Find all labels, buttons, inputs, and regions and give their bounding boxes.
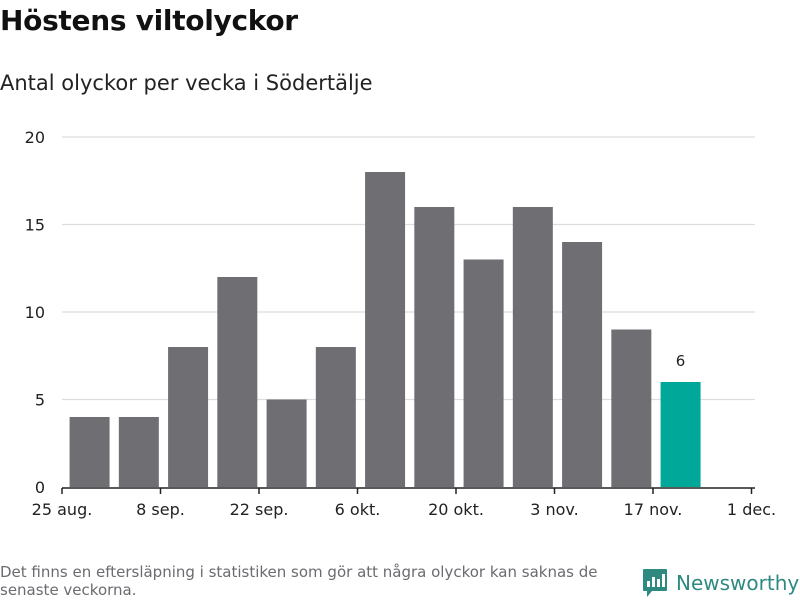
x-axis: 25 aug. 8 sep. 22 sep. 6 okt. 20 okt. 3 nov. 1… [32,487,776,519]
bar [414,207,455,487]
bar [118,417,159,487]
data-label: 6 [676,352,686,370]
bar [512,207,553,487]
bar [168,347,209,487]
bar-chart: 25 aug. 8 sep. 22 sep. 6 okt. 20 okt. 3 nov. 1… [25,128,776,519]
x-tick-label: 3 nov. [530,500,579,519]
y-tick-label: 20 [25,128,45,147]
bar [266,399,307,487]
bar [463,259,504,487]
chart-subtitle: Antal olyckor per vecka i Södertälje [0,71,373,95]
bar [365,172,406,487]
bar [315,347,356,487]
x-tick-label: 1 dec. [727,500,776,519]
x-tick-label: 17 nov. [624,500,683,519]
x-tick-label: 6 okt. [335,500,381,519]
bar [660,382,701,487]
y-tick-label: 5 [35,391,45,410]
bar [611,329,652,487]
brand-name: Newsworthy [676,571,800,595]
y-tick-label: 0 [35,478,45,497]
bar [69,417,110,487]
brand-logo[interactable]: Newsworthy [642,568,799,598]
newsworthy-logo-icon [643,569,667,597]
chart-title: Höstens viltolyckor [0,4,298,37]
x-tick-label: 20 okt. [428,500,484,519]
y-tick-label: 15 [25,216,45,235]
bars [69,172,701,487]
bar [562,242,603,487]
x-tick-label: 8 sep. [136,500,185,519]
x-tick-label: 22 sep. [230,500,289,519]
x-tick-label: 25 aug. [32,500,93,519]
y-tick-label: 10 [25,303,45,322]
footnote: Det finns en eftersläpning i statistiken… [0,563,598,599]
y-axis-ticks: 0 5 10 15 20 [25,128,45,497]
data-labels: 6 [676,352,686,370]
bar [217,277,258,487]
